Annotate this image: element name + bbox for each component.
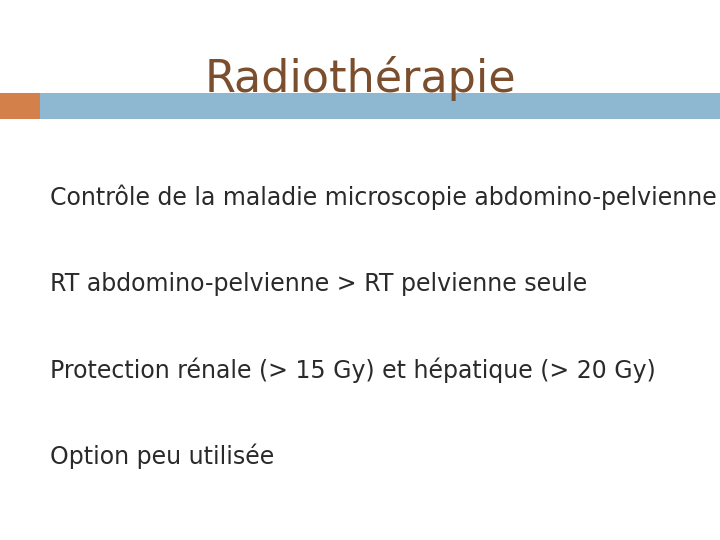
- Bar: [0, 93, 720, 119]
- Bar: [0, 93, 40, 119]
- Text: Radiothérapie: Radiothérapie: [204, 56, 516, 101]
- Text: Option peu utilisée: Option peu utilisée: [50, 443, 274, 469]
- Text: Contrôle de la maladie microscopie abdomino-pelvienne: Contrôle de la maladie microscopie abdom…: [50, 184, 717, 210]
- Text: Protection rénale (> 15 Gy) et hépatique (> 20 Gy): Protection rénale (> 15 Gy) et hépatique…: [50, 357, 656, 383]
- Text: RT abdomino-pelvienne > RT pelvienne seule: RT abdomino-pelvienne > RT pelvienne seu…: [50, 272, 588, 295]
